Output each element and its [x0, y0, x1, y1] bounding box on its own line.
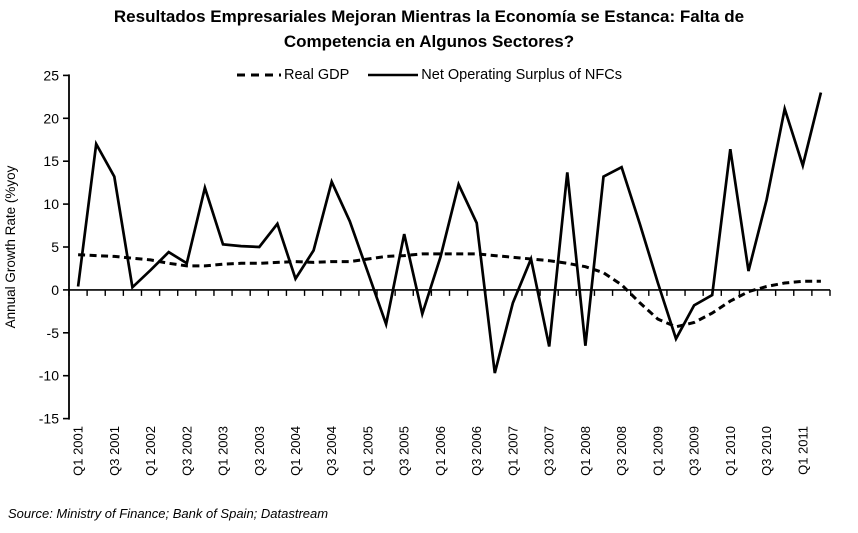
real-gdp-line	[78, 252, 821, 329]
y-tick-label: 25	[43, 67, 59, 83]
x-axis-labels: Q1 2001 Q3 2001 Q1 2002 Q3 2002 Q1 2003 Q3 20…	[71, 426, 811, 476]
y-tick-label: 20	[43, 110, 59, 126]
y-axis-title: Annual Growth Rate (%yoy	[3, 165, 18, 328]
legend-item-real-gdp: Real GDP	[236, 67, 349, 83]
x-tick-label: Q3 2007	[542, 426, 557, 476]
x-tick-label: Q3 2006	[469, 426, 484, 476]
x-tick-label: Q3 2008	[614, 426, 629, 476]
x-tick-label: Q1 2002	[143, 426, 158, 476]
x-tick-label: Q3 2005	[397, 426, 412, 476]
x-tick-label: Q1 2005	[360, 426, 375, 476]
x-tick-label: Q3 2002	[179, 426, 194, 476]
chart-title: Resultados Empresariales Mejoran Mientra…	[0, 4, 858, 54]
x-tick-label: Q1 2006	[433, 426, 448, 476]
x-tick-label: Q3 2001	[107, 426, 122, 476]
y-tick-label: -5	[47, 325, 60, 341]
x-tick-label: Q3 2004	[324, 426, 339, 476]
x-tick-label: Q1 2011	[795, 426, 810, 475]
x-tick-label: Q3 2010	[759, 426, 774, 476]
net-operating-surplus-line	[76, 92, 823, 374]
dashed-line-sample	[237, 73, 282, 77]
chart-legend: Real GDP Net Operating Surplus of NFCs	[0, 65, 858, 85]
x-tick-label: Q3 2003	[252, 426, 267, 476]
y-tick-label: 15	[43, 153, 59, 169]
y-axis: -15 -10 -5 0 5 10 15 20 25	[39, 67, 70, 427]
x-tick-label: Q1 2004	[288, 426, 303, 476]
x-tick-label: Q1 2003	[216, 426, 231, 476]
chart-title-line2: Competencia en Algunos Sectores?	[283, 32, 575, 51]
solid-line-sample	[368, 73, 419, 77]
y-tick-label: -10	[39, 368, 59, 384]
chart-title-line1: Resultados Empresariales Mejoran Mientra…	[113, 7, 745, 26]
x-tick-label: Q1 2007	[505, 426, 520, 476]
legend-label-real-gdp: Real GDP	[284, 67, 350, 83]
x-tick-label: Q1 2009	[650, 426, 665, 476]
x-tick-label: Q1 2001	[71, 426, 86, 476]
y-tick-label: -15	[39, 411, 59, 427]
x-tick-label: Q1 2008	[578, 426, 593, 476]
legend-label-net-operating-surplus: Net Operating Surplus of NFCs	[421, 67, 622, 83]
y-tick-label: 0	[51, 282, 59, 298]
y-tick-label: 10	[43, 196, 59, 212]
y-tick-label: 5	[51, 239, 59, 255]
x-axis	[68, 289, 831, 296]
x-tick-label: Q3 2009	[687, 426, 702, 476]
legend-item-net-operating-surplus: Net Operating Surplus of NFCs	[367, 67, 622, 83]
source-note: Source: Ministry of Finance; Bank of Spa…	[8, 506, 329, 521]
x-tick-label: Q1 2010	[723, 426, 738, 476]
